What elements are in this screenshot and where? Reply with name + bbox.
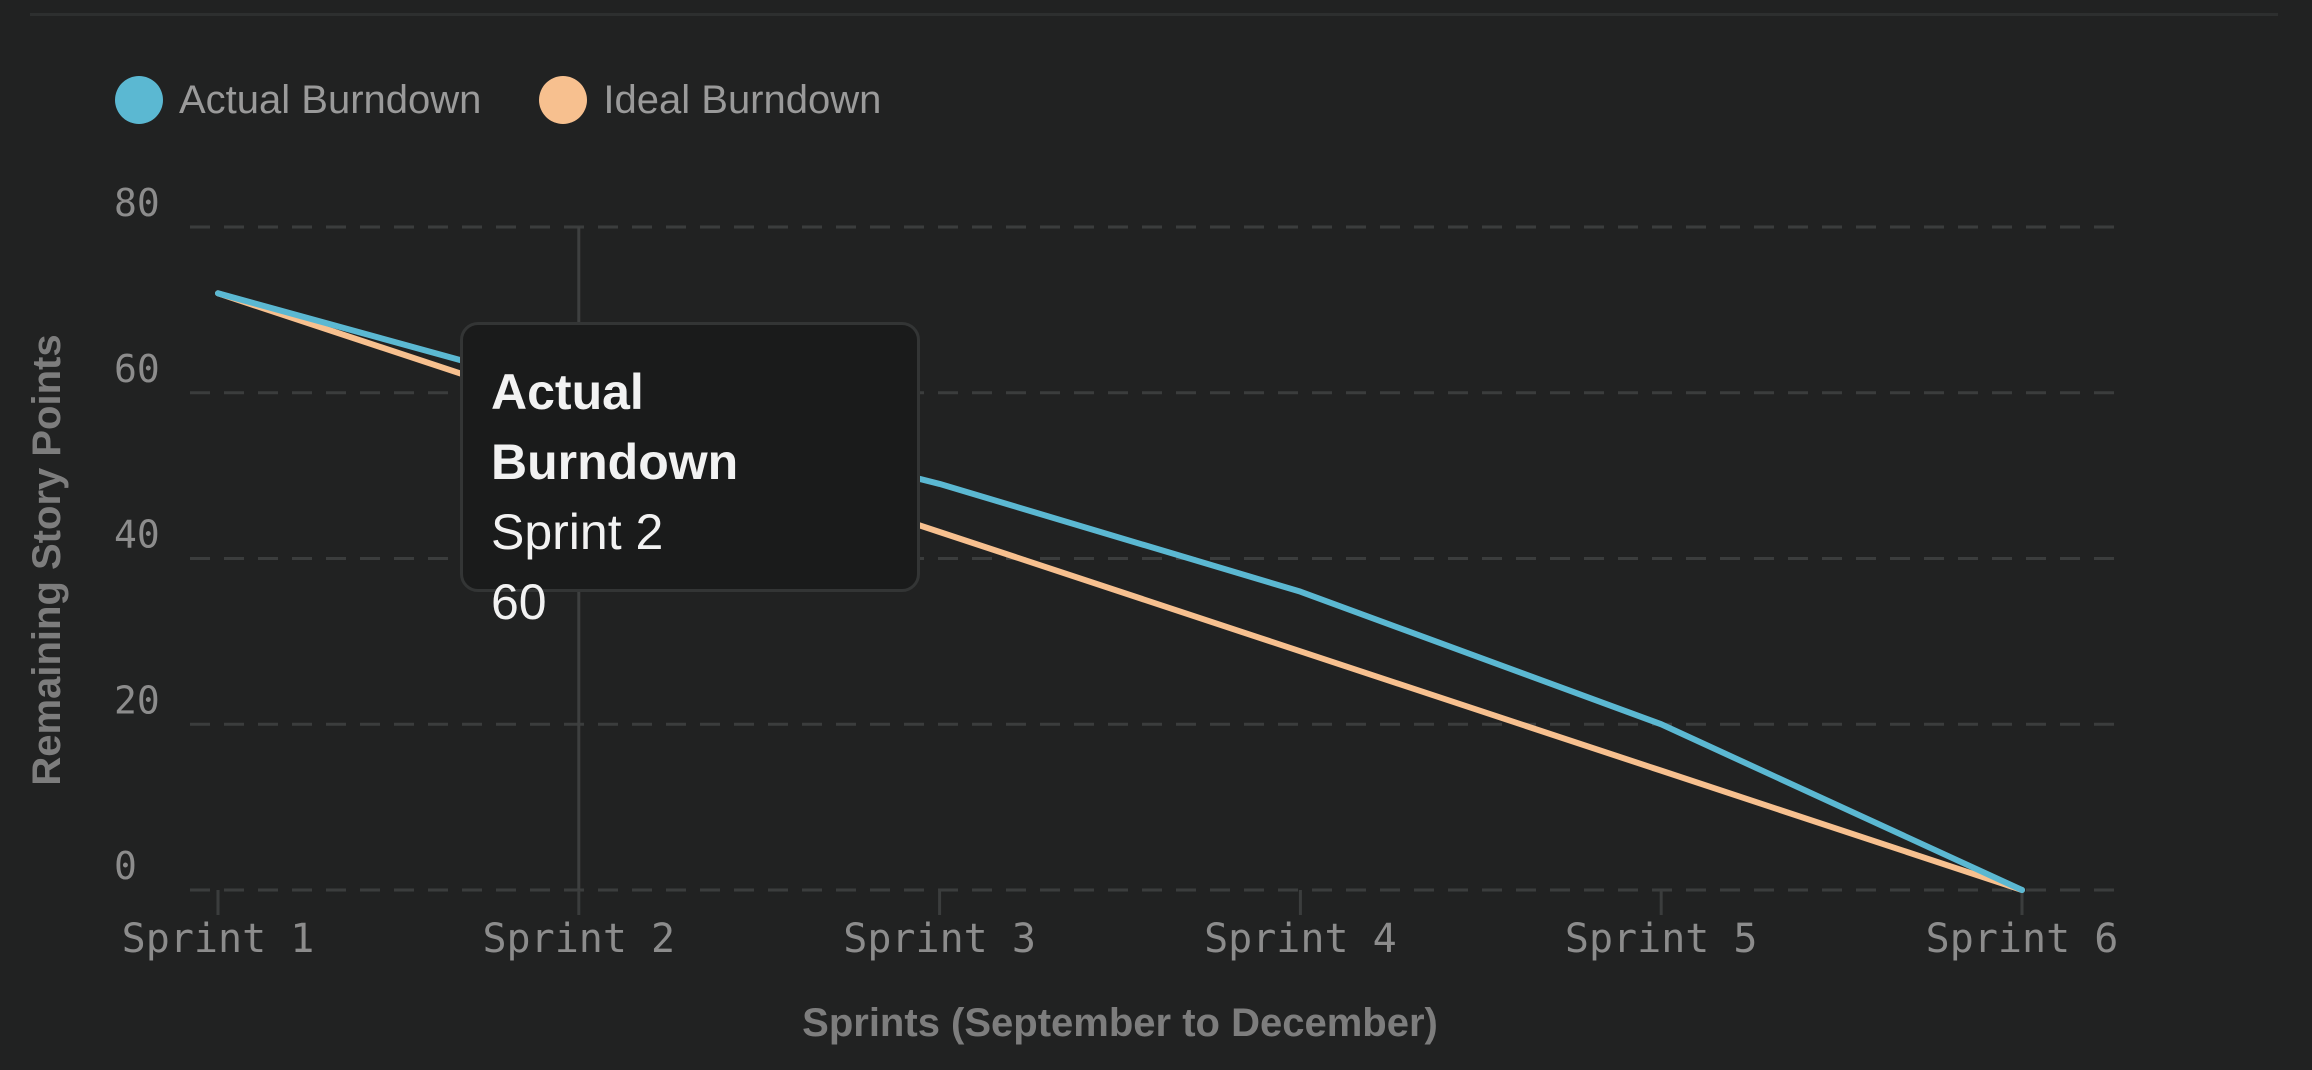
x-tick-label-4: Sprint 4 — [1204, 916, 1397, 962]
top-divider — [30, 13, 2278, 16]
y-tick-label-80: 80 — [114, 181, 160, 225]
legend-item-ideal[interactable]: Ideal Burndown — [539, 76, 881, 124]
legend-item-actual[interactable]: Actual Burndown — [115, 76, 481, 124]
legend: Actual Burndown Ideal Burndown — [115, 74, 939, 126]
x-tick-label-1: Sprint 1 — [122, 916, 315, 962]
legend-label-ideal: Ideal Burndown — [603, 77, 882, 122]
tooltip-category: Sprint 2 — [491, 504, 664, 560]
tooltip: Actual Burndown Sprint 2 60 — [460, 322, 920, 630]
tooltip-series: Actual Burndown — [491, 364, 739, 490]
y-axis-ticks: 0 20 40 60 80 — [114, 181, 160, 888]
legend-dot-ideal — [539, 76, 588, 124]
y-tick-label-20: 20 — [114, 678, 160, 722]
legend-dot-actual — [115, 76, 163, 124]
x-tick-label-6: Sprint 6 — [1926, 916, 2119, 962]
x-axis-ticks: Sprint 1 Sprint 2 Sprint 3 Sprint 4 Sprint 5… — [122, 890, 2119, 962]
x-tick-label-2: Sprint 2 — [482, 916, 675, 962]
tooltip-value: 60 — [491, 574, 547, 630]
x-tick-label-3: Sprint 3 — [843, 916, 1036, 962]
x-axis-title: Sprints (September to December) — [802, 1001, 1438, 1045]
y-tick-label-40: 40 — [114, 513, 160, 557]
y-tick-label-60: 60 — [114, 347, 160, 391]
x-tick-label-5: Sprint 5 — [1565, 916, 1758, 962]
y-axis-title: Remaining Story Points — [25, 334, 69, 785]
legend-label-actual: Actual Burndown — [179, 77, 482, 122]
y-tick-label-0: 0 — [114, 844, 137, 888]
